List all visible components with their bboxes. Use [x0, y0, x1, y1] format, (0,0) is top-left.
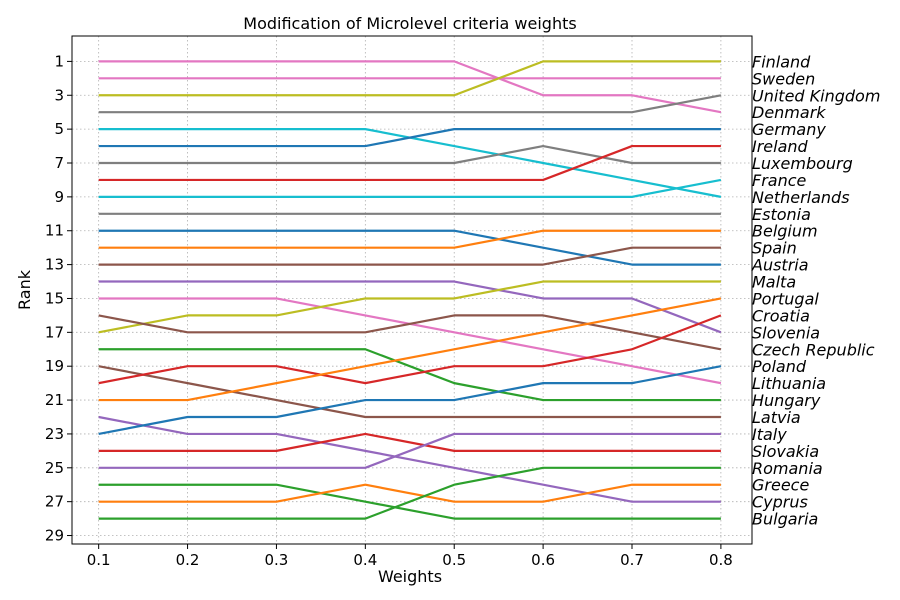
x-tick-label: 0.7 — [620, 551, 644, 569]
country-label: Croatia — [752, 306, 810, 325]
series-line — [98, 144, 721, 165]
y-tick-label: 15 — [45, 289, 64, 307]
country-label: Hungary — [752, 391, 821, 410]
series-line — [98, 229, 721, 249]
series-line — [98, 297, 722, 385]
y-tick-label: 9 — [54, 188, 64, 206]
country-label: Malta — [752, 273, 796, 292]
series-line — [98, 365, 722, 436]
country-label: United Kingdom — [752, 86, 880, 105]
chart-title: Modification of Microlevel criteria weig… — [243, 14, 576, 33]
y-tick-label: 17 — [45, 323, 64, 341]
x-tick-label: 0.6 — [531, 551, 555, 569]
country-label: Slovakia — [752, 442, 819, 461]
y-tick-label: 21 — [45, 391, 64, 409]
country-label: Bulgaria — [752, 510, 818, 529]
country-label: Austria — [751, 256, 809, 275]
series-line — [98, 314, 722, 385]
series-line — [98, 483, 721, 520]
series-line — [98, 432, 721, 469]
y-tick-label: 3 — [54, 86, 64, 104]
series-line — [98, 365, 721, 419]
country-label: Sweden — [752, 69, 815, 88]
y-tick-label: 19 — [45, 357, 64, 375]
y-tick-label: 25 — [45, 459, 64, 477]
country-label: Luxembourg — [752, 154, 853, 173]
series-line — [98, 280, 722, 334]
series-line — [98, 60, 722, 114]
series-line — [98, 297, 722, 402]
country-label: Estonia — [752, 205, 811, 224]
series-line — [98, 229, 721, 266]
x-tick-label: 0.1 — [87, 551, 111, 569]
country-label: Slovenia — [752, 323, 820, 342]
y-tick-label: 27 — [45, 493, 64, 511]
plot-frame — [71, 35, 753, 545]
x-tick-label: 0.3 — [265, 551, 289, 569]
series-line — [98, 314, 722, 351]
series-line — [98, 280, 721, 334]
country-label: Spain — [752, 239, 797, 258]
country-label: Greece — [752, 476, 809, 495]
country-label: Germany — [752, 120, 826, 139]
y-tick-label: 13 — [45, 256, 64, 274]
series-line — [98, 466, 721, 520]
y-axis-label: Rank — [15, 269, 34, 310]
series-line — [98, 246, 721, 266]
series-line — [98, 415, 721, 503]
country-label: Portugal — [752, 289, 819, 308]
series-line — [98, 144, 721, 182]
y-tick-label: 1 — [54, 52, 64, 70]
country-label: Czech Republic — [752, 340, 875, 359]
x-tick-label: 0.5 — [442, 551, 466, 569]
country-label: France — [752, 171, 807, 190]
x-tick-label: 0.4 — [353, 551, 377, 569]
country-label: Romania — [752, 459, 823, 478]
series-line — [98, 60, 721, 97]
series-line — [98, 483, 721, 503]
x-tick-label: 0.2 — [176, 551, 200, 569]
country-label: Belgium — [752, 222, 818, 241]
country-label: Poland — [752, 357, 807, 376]
series-line — [98, 178, 722, 198]
series-lines — [98, 60, 722, 520]
country-label: Denmark — [752, 103, 826, 122]
y-tick-label: 29 — [45, 527, 64, 545]
country-label: Cyprus — [752, 493, 808, 512]
series-line — [98, 432, 721, 452]
x-ticks: 0.1 0.2 0.3 0.4 0.5 0.6 0.7 0.8 — [87, 544, 733, 569]
country-label: Netherlands — [752, 188, 850, 207]
series-line — [98, 94, 722, 114]
country-label: Lithuania — [752, 374, 826, 393]
country-label: Ireland — [752, 137, 809, 156]
y-tick-label: 11 — [45, 222, 64, 240]
y-tick-label: 23 — [45, 425, 64, 443]
series-line — [98, 128, 721, 148]
country-label: Latvia — [752, 408, 801, 427]
country-label: Italy — [752, 425, 787, 444]
country-label: Finland — [752, 52, 811, 71]
y-tick-label: 7 — [54, 154, 64, 172]
x-tick-label: 0.8 — [709, 551, 733, 569]
y-tick-label: 5 — [54, 120, 64, 138]
x-axis-label: Weights — [378, 567, 442, 586]
series-line — [98, 348, 721, 402]
